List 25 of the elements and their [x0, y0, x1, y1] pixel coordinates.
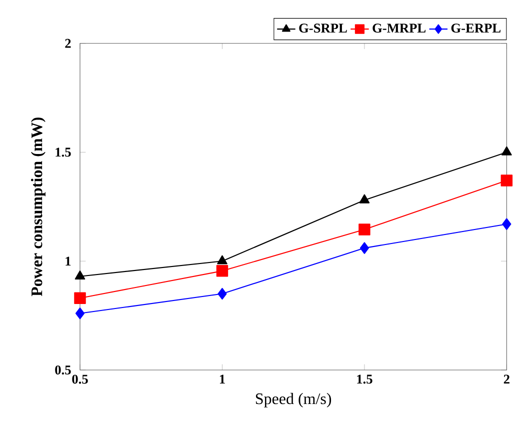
y-axis-title: Power consumption (mW) — [30, 118, 46, 296]
point — [75, 308, 85, 320]
x-tick-label: 1 — [220, 374, 225, 384]
x-axis-title: Speed (m/s) — [256, 392, 332, 408]
legend-label: G-MRPL — [372, 24, 426, 33]
legend-label: G-ERPL — [451, 24, 501, 33]
point — [500, 174, 513, 186]
point — [358, 224, 370, 236]
y-tick-label: 1 — [66, 256, 71, 266]
x-tick-label: 2 — [504, 374, 510, 384]
y-tick-label: 1.5 — [56, 148, 71, 157]
point — [74, 270, 86, 280]
point — [217, 255, 228, 264]
point — [216, 265, 228, 277]
point — [502, 218, 512, 230]
point — [360, 242, 369, 254]
point — [74, 292, 86, 304]
y-tick-label: 0.5 — [55, 365, 71, 375]
x-tick-label: 1.5 — [357, 374, 372, 384]
y-tick-label: 2 — [65, 38, 71, 48]
point — [218, 288, 227, 300]
point — [359, 194, 370, 204]
legend-label: G-SRPL — [299, 24, 347, 33]
x-tick-label: 0.5 — [72, 374, 88, 384]
point — [502, 146, 512, 156]
